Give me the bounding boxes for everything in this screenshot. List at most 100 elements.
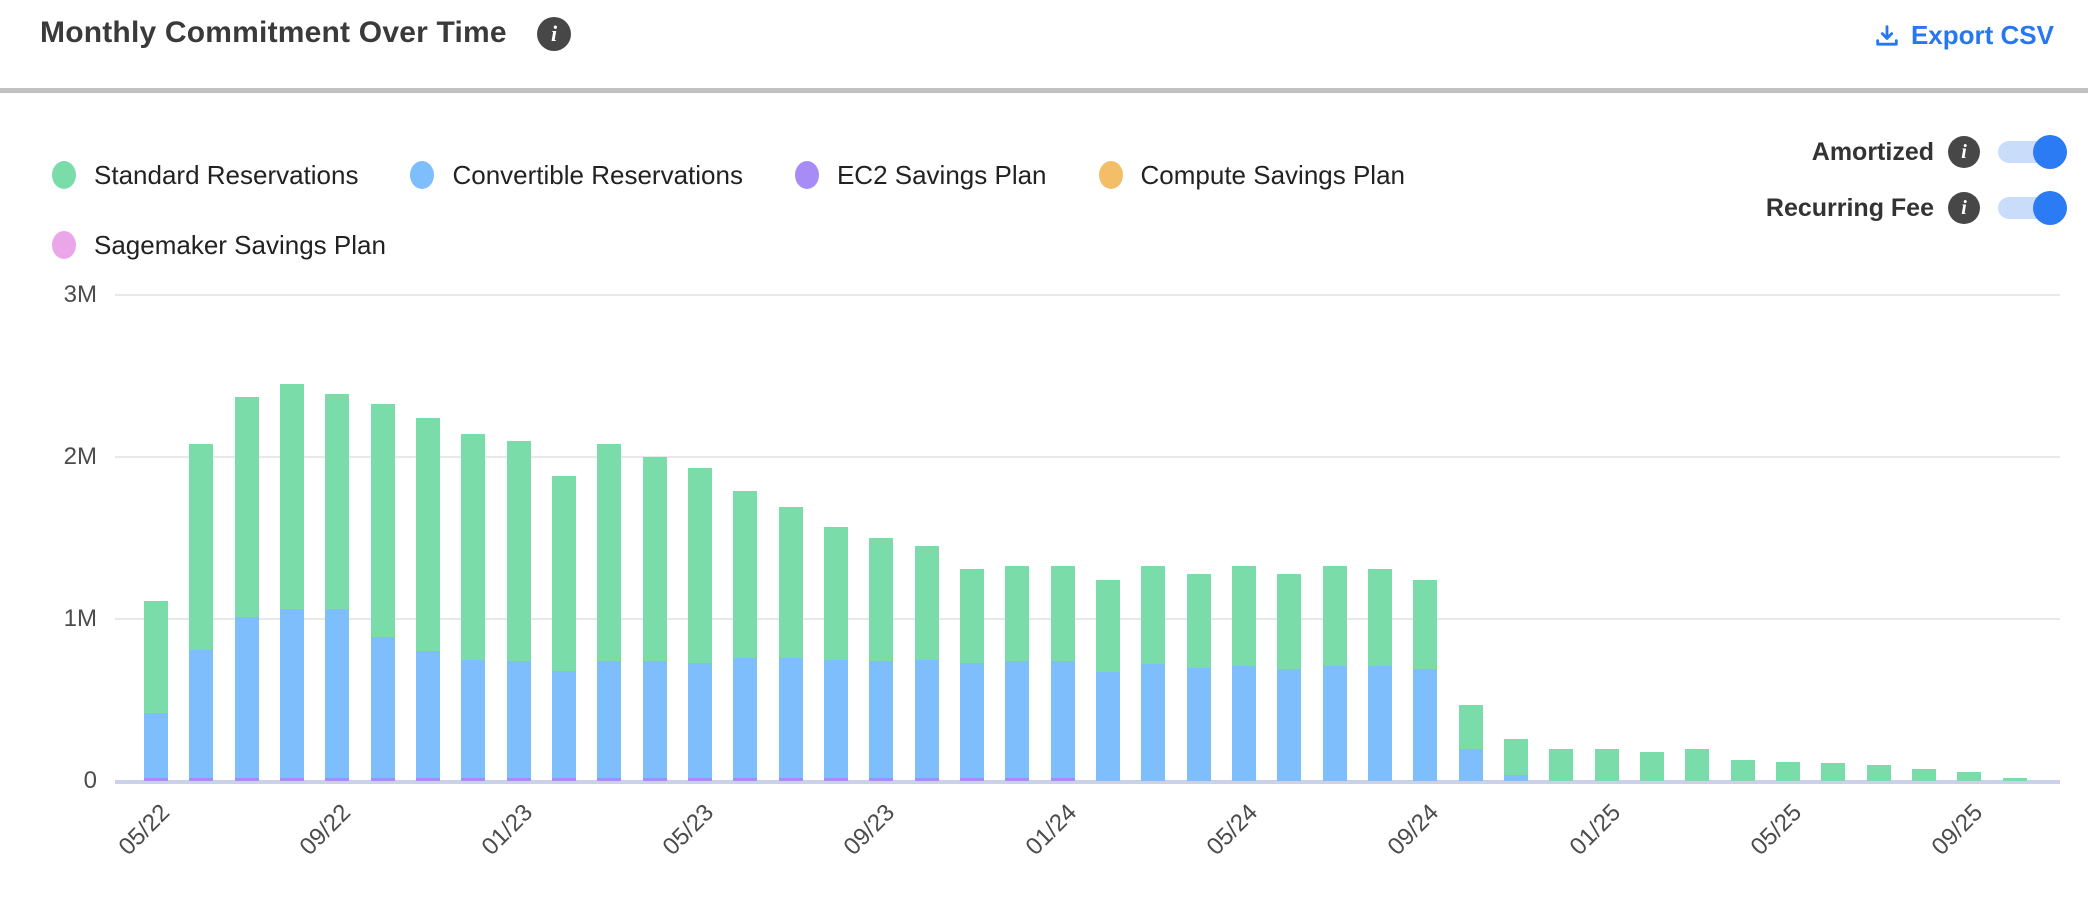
bar-07/25 xyxy=(1866,764,1891,781)
bar-segment xyxy=(1005,565,1030,662)
bar-segment xyxy=(279,609,304,778)
legend-item-compute-savings-plan[interactable]: Compute Savings Plan xyxy=(1098,156,1405,194)
bar-segment xyxy=(778,657,803,778)
bar-segment xyxy=(144,601,168,713)
gridline xyxy=(115,618,2060,620)
bar-segment xyxy=(1413,669,1438,781)
bar-segment xyxy=(144,712,168,778)
recurring-fee-toggle[interactable] xyxy=(1998,191,2067,225)
bar-segment xyxy=(415,651,440,778)
bar-segment xyxy=(1050,565,1075,662)
bar-segment xyxy=(733,657,758,778)
bar-segment xyxy=(1594,748,1619,781)
y-tick-label: 0 xyxy=(83,767,97,794)
bar-02/23 xyxy=(551,476,576,781)
gridline xyxy=(115,456,2060,458)
bar-12/24 xyxy=(1549,748,1574,781)
bar-segment xyxy=(1458,704,1483,749)
bar-segment xyxy=(1050,661,1075,778)
bar-03/24 xyxy=(1141,565,1166,781)
legend-dot xyxy=(794,161,819,189)
bar-06/25 xyxy=(1821,763,1846,781)
bar-segment xyxy=(869,777,894,781)
bar-segment xyxy=(642,457,667,662)
bar-segment xyxy=(1503,774,1528,781)
bar-segment xyxy=(1730,759,1755,781)
x-tick-label: 05/24 xyxy=(1201,799,1263,861)
bar-06/24 xyxy=(1277,573,1302,781)
amortized-info-icon[interactable]: i xyxy=(1948,136,1980,168)
bar-segment xyxy=(325,393,350,610)
bar-08/22 xyxy=(279,384,304,781)
bar-segment xyxy=(189,777,214,781)
bar-segment xyxy=(959,662,984,778)
bar-segment xyxy=(687,777,712,781)
bar-segment xyxy=(1413,580,1438,670)
x-axis-line xyxy=(115,780,2060,784)
bar-segment xyxy=(1322,565,1347,666)
bar-04/25 xyxy=(1730,759,1755,781)
bar-03/25 xyxy=(1685,748,1710,781)
legend-dot xyxy=(1098,161,1123,189)
bar-segment xyxy=(415,777,440,781)
bar-segment xyxy=(914,546,939,660)
bar-segment xyxy=(370,636,395,778)
x-tick-label: 01/24 xyxy=(1020,799,1082,861)
amortized-toggle-row: Amortized i xyxy=(1811,132,2067,172)
legend-dot xyxy=(410,161,435,189)
legend-label: Sagemaker Savings Plan xyxy=(94,229,386,260)
bar-segment xyxy=(733,491,758,658)
legend-label: EC2 Savings Plan xyxy=(836,159,1047,190)
bar-01/25 xyxy=(1594,748,1619,781)
bar-11/22 xyxy=(415,418,440,781)
bar-12/22 xyxy=(461,434,486,781)
amortized-label: Amortized xyxy=(1811,137,1934,166)
legend-item-convertible-reservations[interactable]: Convertible Reservations xyxy=(410,156,743,194)
x-tick-label: 09/24 xyxy=(1382,799,1445,861)
bar-04/23 xyxy=(642,457,667,781)
x-tick-label: 01/25 xyxy=(1564,799,1626,861)
bar-segment xyxy=(506,661,531,778)
amortized-toggle[interactable] xyxy=(1998,135,2067,169)
recurring-fee-info-icon[interactable]: i xyxy=(1948,192,1980,224)
bar-11/23 xyxy=(959,568,984,781)
recurring-fee-toggle-knob xyxy=(2033,191,2067,225)
legend-label: Standard Reservations xyxy=(94,159,359,190)
bar-07/22 xyxy=(234,397,259,781)
bar-10/25 xyxy=(2002,777,2027,781)
bar-09/24 xyxy=(1413,580,1438,781)
bar-segment xyxy=(1821,763,1846,781)
bar-08/25 xyxy=(1911,768,1936,781)
bar-segment xyxy=(551,476,576,671)
bar-segment xyxy=(1277,573,1302,670)
bar-segment xyxy=(869,661,894,778)
x-tick-label: 01/23 xyxy=(476,799,538,861)
bar-segment xyxy=(597,661,622,778)
bar-segment xyxy=(1095,580,1120,673)
bar-segment xyxy=(1775,761,1800,781)
bar-segment xyxy=(642,777,667,781)
legend-item-sagemaker-savings-plan[interactable]: Sagemaker Savings Plan xyxy=(52,226,386,264)
bar-segment xyxy=(189,444,214,650)
export-csv-button[interactable]: Export CSV xyxy=(1873,20,2054,51)
bar-segment xyxy=(551,670,576,778)
bar-06/22 xyxy=(189,444,214,781)
bar-08/24 xyxy=(1367,568,1392,781)
bar-01/24 xyxy=(1050,565,1075,781)
bar-segment xyxy=(1367,665,1392,781)
bar-segment xyxy=(1866,764,1891,781)
recurring-fee-label: Recurring Fee xyxy=(1765,193,1934,222)
bar-05/23 xyxy=(687,468,712,781)
bar-segment xyxy=(1186,573,1211,668)
bar-segment xyxy=(279,384,304,610)
bar-09/23 xyxy=(869,538,894,781)
bar-segment xyxy=(2002,777,2027,781)
title-info-icon[interactable]: i xyxy=(537,17,571,51)
amortized-toggle-knob xyxy=(2033,135,2067,169)
bar-segment xyxy=(1367,568,1392,666)
legend-item-standard-reservations[interactable]: Standard Reservations xyxy=(52,156,358,194)
legend-item-ec2-savings-plan[interactable]: EC2 Savings Plan xyxy=(794,156,1047,194)
bar-segment xyxy=(189,649,214,778)
x-tick-label: 09/23 xyxy=(838,799,901,861)
